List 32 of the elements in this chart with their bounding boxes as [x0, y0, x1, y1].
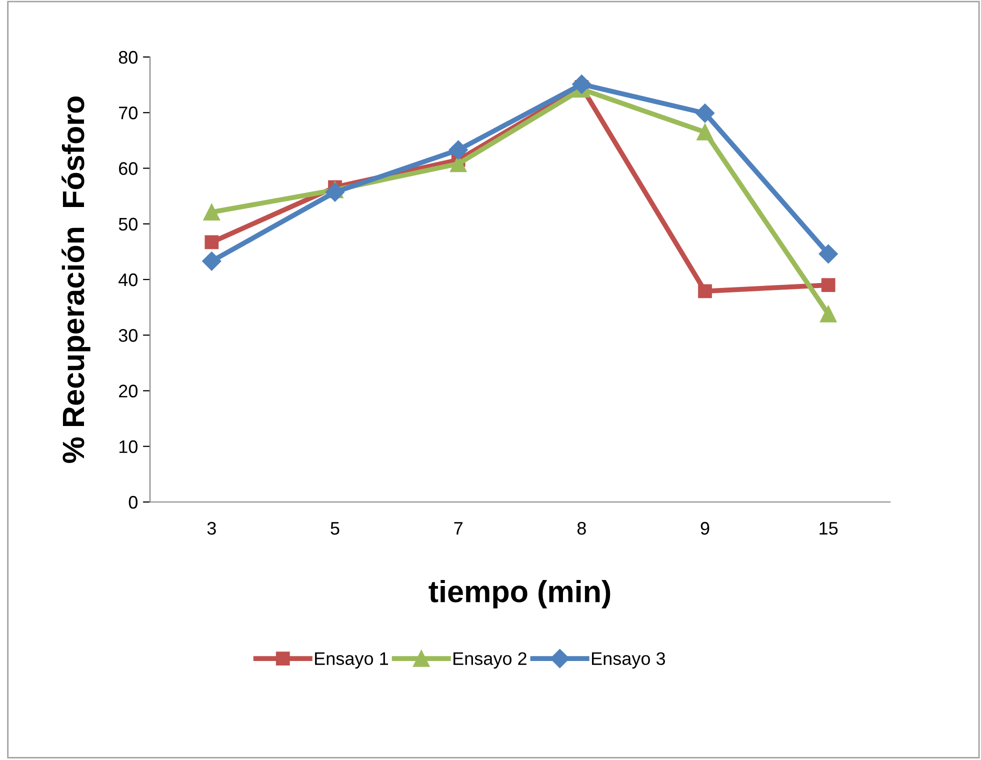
y-tick-label: 0 [128, 496, 138, 509]
x-tick-label: 9 [700, 522, 710, 535]
point [698, 284, 712, 298]
point [325, 182, 345, 202]
y-tick-label: 40 [118, 273, 138, 286]
x-tick-label: 5 [330, 522, 340, 535]
y-tick-label: 60 [119, 162, 138, 175]
x-tick-label: 3 [207, 522, 216, 535]
y-tick-label: 50 [118, 218, 138, 231]
point [203, 204, 220, 221]
point [572, 74, 592, 94]
y-tick-label: 70 [119, 106, 138, 120]
legend-label: Ensayo 2 [454, 652, 526, 669]
point [820, 306, 837, 322]
y-tick-label: 10 [119, 440, 138, 454]
point [448, 140, 468, 160]
x-tick-label: 7 [454, 522, 462, 535]
x-tick-label: 15 [820, 522, 838, 535]
point [204, 235, 219, 250]
legend-label: Ensayo 1 [315, 652, 388, 669]
point [821, 278, 836, 292]
point [695, 104, 715, 123]
point [818, 244, 838, 264]
point [696, 124, 714, 140]
y-tick-label: 20 [119, 384, 138, 398]
x-axis-title: tiempo (min) [428, 580, 610, 608]
x-tick-label: 8 [577, 522, 586, 535]
point [202, 252, 222, 271]
y-axis-title: % Recuperación Fósforo [62, 96, 90, 463]
y-tick-label: 30 [118, 329, 138, 342]
legend-label: Ensayo 3 [592, 652, 666, 669]
y-tick-label: 80 [118, 50, 138, 64]
